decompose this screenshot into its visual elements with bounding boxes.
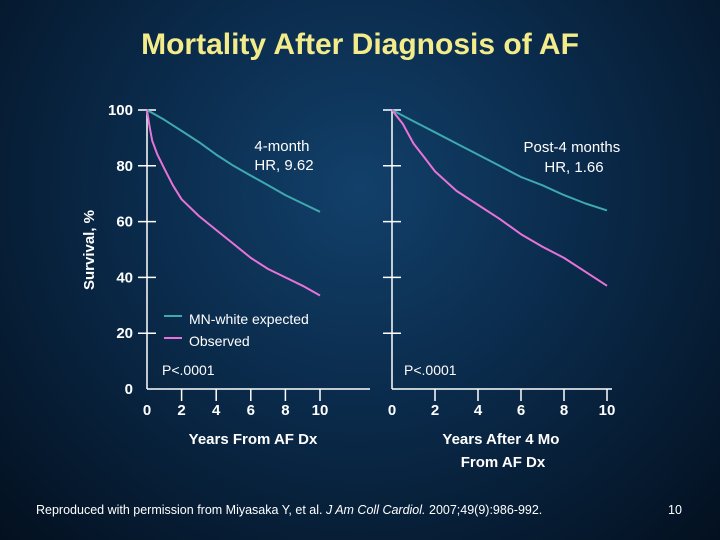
slide-title: Mortality After Diagnosis of AF — [141, 28, 579, 61]
x-tick-label: 2 — [431, 402, 439, 419]
x-tick-label: 6 — [517, 402, 525, 419]
hr-annotation-left: 4-month HR, 9.62 — [254, 138, 313, 174]
series-layer — [146, 109, 608, 297]
x-tick-label: 0 — [143, 402, 151, 419]
legend-label-expected: MN-white expected — [189, 311, 309, 327]
citation-prefix: Reproduced with permission from Miyasaka… — [36, 503, 326, 517]
legend-label-observed: Observed — [189, 333, 250, 349]
x-tick-label: 2 — [177, 402, 185, 419]
citation-journal: J Am Coll Cardiol. — [325, 503, 426, 517]
citation: Reproduced with permission from Miyasaka… — [36, 503, 542, 517]
series-line-expected — [146, 109, 321, 213]
x-tick-label: 4 — [474, 402, 483, 419]
y-tick-label: 80 — [116, 158, 133, 175]
hr-annotation-right: Post-4 months HR, 1.66 — [524, 139, 625, 176]
x-axis-title-left: Years From AF Dx — [189, 431, 318, 448]
pvalue-right: P<.0001 — [404, 362, 457, 378]
y-tick-label: 20 — [116, 325, 133, 342]
x-tick-label: 6 — [247, 402, 255, 419]
y-tick-label: 0 — [125, 381, 133, 398]
pvalue-left: P<.0001 — [162, 362, 215, 378]
x-tick-label: 8 — [560, 402, 568, 419]
right-panel-axes — [391, 110, 612, 390]
x-axis-title-right: Years After 4 Mo From AF Dx — [442, 431, 563, 471]
series-line-observed — [146, 109, 321, 297]
x-tick-label: 0 — [388, 402, 396, 419]
page-number: 10 — [668, 503, 682, 517]
citation-suffix: 2007;49(9):986-992. — [425, 503, 543, 517]
series-line-expected — [391, 109, 608, 212]
series-line-observed — [391, 109, 608, 287]
x-tick-label: 4 — [212, 402, 221, 419]
x-tick-label: 8 — [281, 402, 289, 419]
x-tick-label: 10 — [599, 402, 616, 419]
legend: MN-white expected Observed — [164, 311, 309, 349]
y-axis-title: Survival, % — [81, 210, 98, 290]
y-tick-label: 100 — [108, 102, 133, 119]
y-tick-label: 40 — [116, 269, 133, 286]
y-tick-label: 60 — [116, 214, 133, 231]
left-panel-axes — [146, 110, 370, 390]
x-tick-label: 10 — [312, 402, 329, 419]
